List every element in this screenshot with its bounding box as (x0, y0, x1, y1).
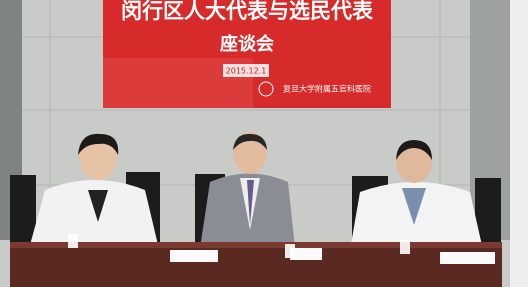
table-edge (10, 242, 502, 248)
photo: 闵行区人大代表与选民代表 座谈会 2015.12.1 复旦大学附属五官科医院 (0, 0, 528, 287)
edge (510, 0, 528, 287)
page: 闵行区人大代表与选民代表 座谈会 2015.12.1 复旦大学附属五官科医院 (… (0, 0, 528, 287)
banner-subtitle: 座谈会 (220, 33, 274, 55)
banner-title: 闵行区人大代表与选民代表 (121, 0, 374, 23)
table (10, 242, 502, 287)
banner-organizer: 复旦大学附属五官科医院 (283, 84, 371, 94)
banner-date: 2015.12.1 (226, 67, 267, 76)
